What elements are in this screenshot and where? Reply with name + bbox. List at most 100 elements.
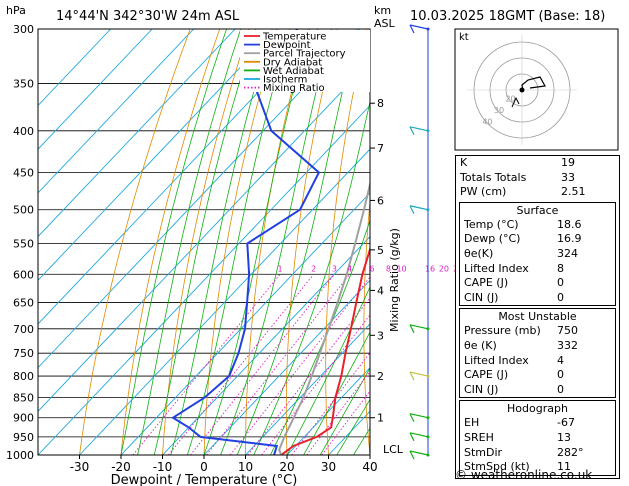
mixing-ratio-labels: 12346810162025 — [277, 264, 463, 273]
series-temperature — [280, 245, 370, 455]
wet-adiabat-line — [319, 367, 370, 455]
most-unstable-row: CIN (J) 0 — [460, 383, 615, 398]
mixing-ratio-line — [168, 273, 314, 455]
most-unstable-row: CAPE (J) 0 — [460, 368, 615, 383]
hpa-axis-label: hPa — [6, 4, 26, 17]
index-row: K 19 — [456, 156, 619, 171]
dry-adiabat-line — [245, 29, 309, 455]
legend-label: Temperature — [262, 32, 326, 43]
index-value: 33 — [561, 170, 575, 184]
skewt-series — [171, 29, 370, 455]
skewt-background-lines — [38, 29, 455, 455]
hodograph-stat-row: StmSpd (kt) 11 — [460, 460, 615, 475]
km-axis-label: km — [374, 4, 391, 17]
dry-adiabat-line — [401, 29, 426, 455]
hodograph-stat-row: SREH 13 — [460, 431, 615, 446]
wind-barb-dot — [426, 435, 430, 439]
km-tick-label: 3 — [377, 329, 384, 342]
mixing-ratio-tick-label: 10 — [396, 264, 406, 273]
pressure-tick-label: 950 — [13, 431, 34, 444]
pressure-tick-label: 650 — [13, 297, 34, 310]
wind-barb-dot — [426, 208, 430, 212]
pressure-axis: 300 350 400 450 500 550 600 650 700 750 800 850 900 9… — [6, 23, 34, 462]
wind-barbs — [409, 24, 430, 460]
temperature-tick-label: -30 — [70, 460, 90, 474]
pressure-tick-label: 550 — [13, 237, 34, 250]
mixing-ratio-tick-label: 8 — [386, 264, 391, 273]
pressure-tick-label: 400 — [13, 125, 34, 138]
dry-adiabat-line — [285, 29, 338, 455]
mixing-ratio-tick-label: 16 — [425, 264, 435, 273]
legend-label: Dry Adiabat — [263, 57, 322, 68]
surface-value: 0 — [557, 290, 564, 304]
surface-value: 324 — [557, 246, 578, 260]
most-unstable-row: Lifted Index 4 — [460, 354, 615, 369]
surface-box: Surface Temp (°C) 18.6 Dewp (°C) 16.9 θe(K) 3… — [459, 201, 616, 307]
km-tick-label: 1 — [377, 412, 384, 425]
mixing-ratio-tick-label: 20 — [439, 264, 449, 273]
most-unstable-value: 332 — [557, 338, 578, 352]
mixing-ratio-tick-label: 2 — [311, 264, 316, 273]
hodograph-ring-label: 20 — [505, 95, 515, 104]
surface-label: Dewp (°C) — [464, 232, 521, 246]
indices-table: K 19 Totals Totals 33 PW (cm) 2.51 Surface Te… — [455, 155, 620, 479]
wind-barb — [409, 450, 429, 456]
surface-label: Lifted Index — [464, 261, 529, 275]
isotherm-line — [38, 29, 278, 281]
surface-value: 8 — [557, 261, 564, 275]
surface-label: CIN (J) — [464, 290, 499, 304]
wind-barb — [409, 413, 429, 419]
hodograph-kt-label: kt — [459, 32, 469, 43]
wind-barb-dot — [426, 416, 430, 420]
mixing-ratio-line — [190, 273, 335, 455]
temperature-axis: -30 -20 -10 0 10 20 30 40 — [70, 455, 378, 474]
pressure-tick-label: 700 — [13, 323, 34, 336]
isotherm-line — [38, 29, 153, 150]
km-tick-label: 8 — [377, 97, 384, 110]
wind-barb-feather — [409, 450, 415, 460]
most-unstable-label: Pressure (mb) — [464, 324, 541, 338]
isotherm-line — [162, 235, 370, 455]
pressure-tick-label: 500 — [13, 204, 34, 217]
dry-adiabat-line — [325, 29, 368, 455]
surface-value: 0 — [557, 276, 564, 290]
index-label: PW (cm) — [460, 185, 507, 199]
km-tick-label: 2 — [377, 370, 384, 383]
surface-label: CAPE (J) — [464, 276, 509, 290]
hodograph-stat-label: SREH — [464, 430, 494, 444]
temperature-tick-label: 20 — [279, 460, 294, 474]
hodograph-ring-label: 30 — [494, 106, 504, 115]
surface-value: 16.9 — [557, 232, 582, 246]
temperature-tick-label: 10 — [238, 460, 253, 474]
most-unstable-value: 0 — [557, 368, 564, 382]
surface-label: θe(K) — [464, 246, 494, 260]
pressure-tick-label: 600 — [13, 268, 34, 281]
index-row: Totals Totals 33 — [456, 171, 619, 186]
most-unstable-label: CAPE (J) — [464, 368, 509, 382]
most-unstable-label: Lifted Index — [464, 353, 529, 367]
index-row: PW (cm) 2.51 — [456, 185, 619, 200]
hodograph-ring-label: 40 — [482, 118, 492, 127]
surface-title: Surface — [516, 203, 559, 217]
legend-label: Isotherm — [263, 75, 307, 86]
wind-barb — [409, 371, 429, 377]
isotherm-line — [38, 29, 195, 194]
hodograph-stat-value: -67 — [557, 416, 575, 430]
isotherm-line — [245, 323, 370, 455]
km-tick-label: 7 — [377, 142, 384, 155]
legend-box — [240, 30, 370, 92]
hodograph-stat-label: StmSpd (kt) — [464, 460, 530, 474]
hodograph-stat-label: EH — [464, 416, 480, 430]
hodograph-stat-label: StmDir — [464, 445, 503, 459]
dry-adiabat-line — [437, 29, 455, 455]
wet-adiabat-line — [236, 29, 358, 455]
hodograph-table-title: Hodograph — [507, 402, 568, 416]
pressure-tick-label: 350 — [13, 78, 34, 91]
most-unstable-label: θe (K) — [464, 338, 497, 352]
hodograph-stat-row: StmDir 282° — [460, 446, 615, 461]
wet-adiabat-line — [137, 29, 242, 455]
most-unstable-value: 0 — [557, 382, 564, 396]
hodograph-trace — [521, 76, 546, 92]
wind-barb-dot — [426, 27, 430, 31]
